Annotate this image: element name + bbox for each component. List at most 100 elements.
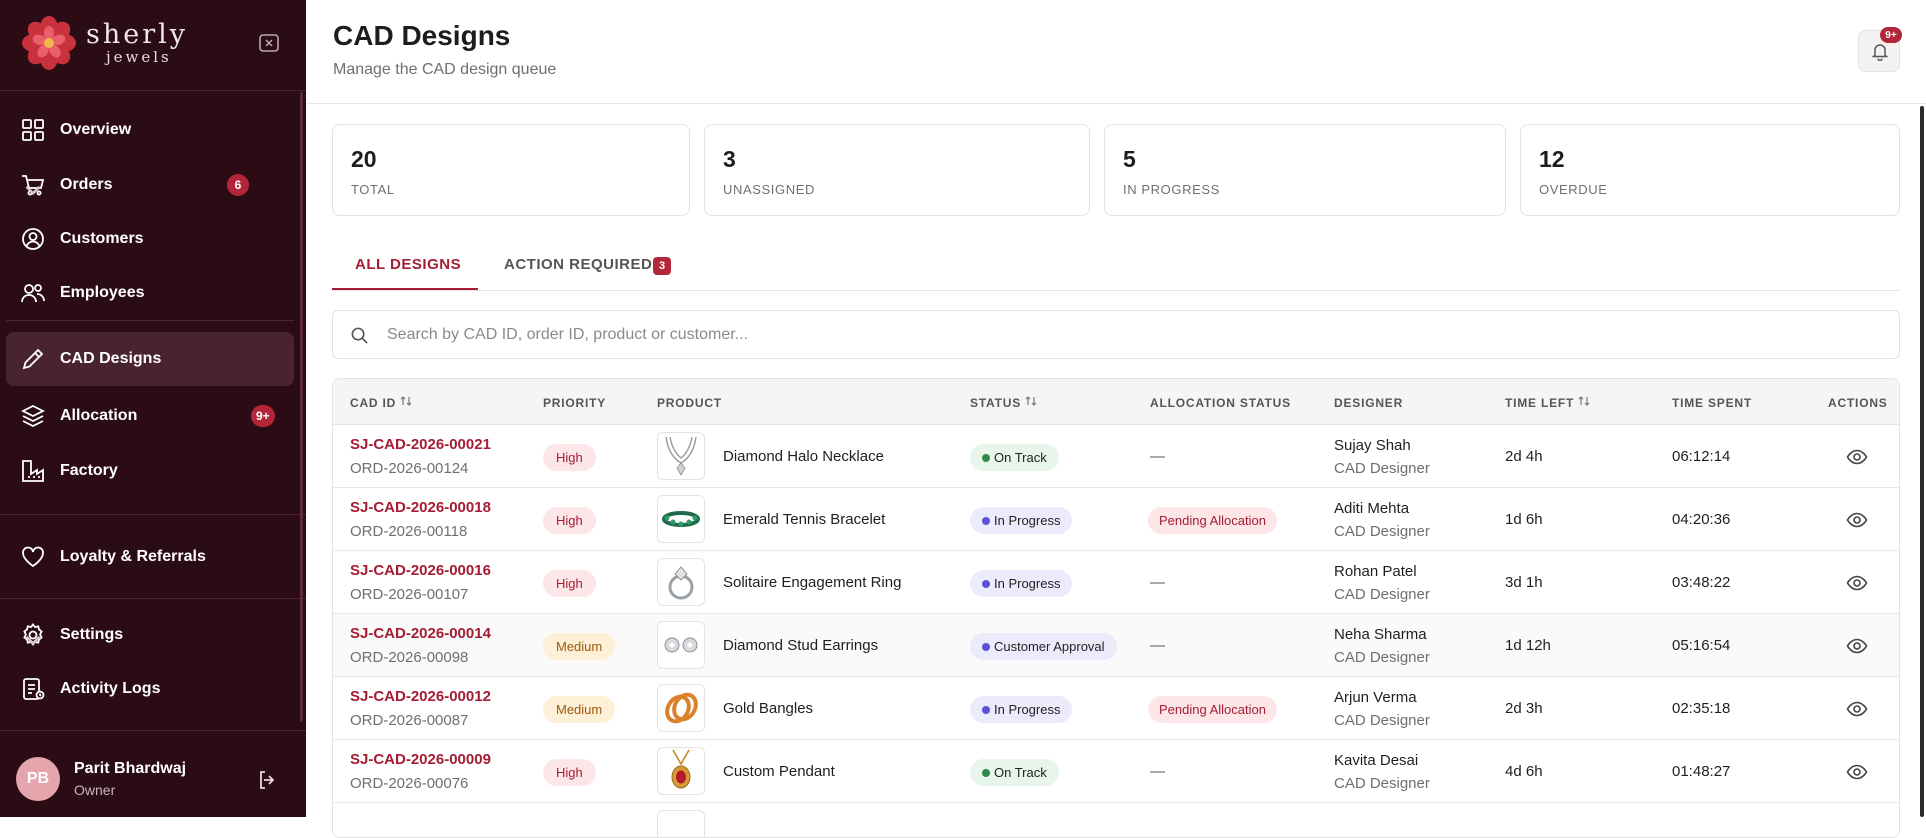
product-thumbnail (657, 432, 705, 480)
search-bar[interactable] (332, 310, 1900, 359)
time-spent: 01:48:27 (1672, 763, 1731, 780)
sidebar-item-settings[interactable]: Settings (6, 608, 294, 662)
sidebar-item-cad-designs[interactable]: CAD Designs (6, 332, 294, 386)
stat-value: 3 (723, 146, 736, 172)
column-header-priority: PRIORITY (543, 396, 607, 410)
tab-action-required[interactable]: ACTION REQUIRED (504, 256, 653, 273)
stat-card-total: 20 TOTAL (332, 124, 690, 216)
chevron-down-icon[interactable] (20, 177, 46, 203)
table-row[interactable]: SJ-CAD-2026-00012 ORD-2026-00087 Medium … (333, 677, 1899, 740)
time-left: 2d 3h (1505, 700, 1543, 717)
stat-label: TOTAL (351, 182, 395, 197)
table-row[interactable]: SJ-CAD-2026-00018 ORD-2026-00118 High Em… (333, 488, 1899, 551)
status-label: In Progress (994, 513, 1061, 528)
column-header-time-left[interactable]: TIME LEFT (1505, 396, 1575, 410)
table-row[interactable]: SJ-CAD-2026-00009 ORD-2026-00076 High Cu… (333, 740, 1899, 803)
sidebar-item-employees[interactable]: Employees (6, 266, 294, 320)
brand-logo[interactable]: sherly jewels (22, 16, 188, 70)
allocation-status: Pending Allocation (1148, 696, 1277, 723)
sidebar-item-customers[interactable]: Customers (6, 212, 294, 266)
column-header-actions: ACTIONS (1828, 396, 1888, 410)
flower-logo-icon (22, 16, 76, 70)
stat-value: 12 (1539, 146, 1565, 172)
designer-role: CAD Designer (1334, 712, 1430, 729)
designer-name: Rohan Patel (1334, 563, 1417, 580)
sidebar-divider (6, 320, 294, 321)
sidebar-item-allocation[interactable]: Allocation 9+ (6, 389, 294, 443)
stat-card-in-progress: 5 IN PROGRESS (1104, 124, 1506, 216)
eye-icon[interactable] (1846, 761, 1868, 783)
layers-icon (20, 404, 46, 428)
sidebar-item-overview[interactable]: Overview (6, 103, 294, 157)
collapse-sidebar-icon[interactable] (258, 32, 280, 54)
column-header-allocation-status: ALLOCATION STATUS (1150, 396, 1291, 410)
time-left: 2d 4h (1505, 448, 1543, 465)
table-row[interactable]: SJ-CAD-2026-00021 ORD-2026-00124 High Di… (333, 425, 1899, 488)
stat-card-overdue: 12 OVERDUE (1520, 124, 1900, 216)
pendant-image-icon (671, 749, 691, 789)
product-thumbnail (657, 621, 705, 669)
sidebar-item-orders[interactable]: Orders 6 (6, 158, 294, 212)
status-badge: On Track (970, 444, 1059, 471)
sidebar-item-activity-logs[interactable]: Activity Logs (6, 662, 294, 716)
allocation-status: — (1150, 637, 1165, 654)
stat-value: 5 (1123, 146, 1136, 172)
sort-icon[interactable] (1577, 394, 1591, 408)
cad-id-link[interactable]: SJ-CAD-2026-00012 (350, 688, 491, 705)
time-spent: 03:48:22 (1672, 574, 1731, 591)
sidebar-item-label: CAD Designs (60, 350, 162, 367)
brand-name: sherly (86, 19, 189, 50)
product-thumbnail (657, 810, 705, 837)
eye-icon[interactable] (1846, 509, 1868, 531)
stat-label: OVERDUE (1539, 182, 1608, 197)
column-header-cad-id[interactable]: CAD ID (350, 396, 397, 410)
time-spent: 04:20:36 (1672, 511, 1731, 528)
cad-id-link[interactable]: SJ-CAD-2026-00021 (350, 436, 491, 453)
sidebar-divider (0, 730, 306, 731)
table-row[interactable]: SJ-CAD-2026-00014 ORD-2026-00098 Medium … (333, 614, 1899, 677)
user-role: Owner (74, 782, 116, 798)
header-divider (306, 103, 1926, 104)
priority-badge: Medium (543, 696, 616, 723)
table-row[interactable]: SJ-CAD-2026-00016 ORD-2026-00107 High So… (333, 551, 1899, 614)
logout-icon[interactable] (256, 768, 280, 792)
cad-id-link[interactable]: SJ-CAD-2026-00016 (350, 562, 491, 579)
eye-icon[interactable] (1846, 698, 1868, 720)
column-header-product: PRODUCT (657, 396, 722, 410)
cad-id-link[interactable]: SJ-CAD-2026-00018 (350, 499, 491, 516)
designer-role: CAD Designer (1334, 649, 1430, 666)
sort-icon[interactable] (399, 394, 413, 408)
stat-value: 20 (351, 146, 377, 172)
tab-all-designs[interactable]: ALL DESIGNS (355, 256, 462, 273)
search-input[interactable] (387, 323, 1867, 347)
eye-icon[interactable] (1846, 572, 1868, 594)
avatar[interactable]: PB (16, 757, 60, 801)
main-scrollbar[interactable] (1920, 106, 1924, 817)
designer-role: CAD Designer (1334, 775, 1430, 792)
priority-badge: High (543, 507, 596, 534)
sidebar-scrollbar[interactable] (300, 92, 303, 722)
table-row[interactable] (333, 803, 1899, 837)
cad-id-link[interactable]: SJ-CAD-2026-00014 (350, 625, 491, 642)
product-name: Diamond Stud Earrings (723, 637, 879, 654)
cad-id-link[interactable]: SJ-CAD-2026-00009 (350, 751, 491, 768)
bell-icon (1871, 44, 1889, 61)
product-name: Diamond Halo Necklace (723, 448, 884, 465)
sort-icon[interactable] (1024, 394, 1038, 408)
eye-icon[interactable] (1846, 635, 1868, 657)
sidebar-item-label: Factory (60, 462, 118, 479)
time-left: 1d 12h (1505, 637, 1551, 654)
chevron-down-icon[interactable] (20, 627, 46, 653)
column-header-status[interactable]: STATUS (970, 396, 1022, 410)
sidebar-item-loyalty[interactable]: Loyalty & Referrals (6, 530, 294, 584)
sidebar-item-factory[interactable]: Factory (6, 444, 294, 498)
status-label: In Progress (994, 702, 1061, 717)
action-required-badge: 3 (653, 257, 671, 275)
table-header: CAD ID PRIORITY PRODUCT STATUS ALLOCATIO… (333, 379, 1899, 425)
status-dot (982, 580, 990, 588)
status-badge: In Progress (970, 507, 1073, 534)
order-id: ORD-2026-00087 (350, 712, 469, 729)
heart-icon (22, 546, 44, 568)
column-header-time-spent: TIME SPENT (1672, 396, 1753, 410)
eye-icon[interactable] (1846, 446, 1868, 468)
